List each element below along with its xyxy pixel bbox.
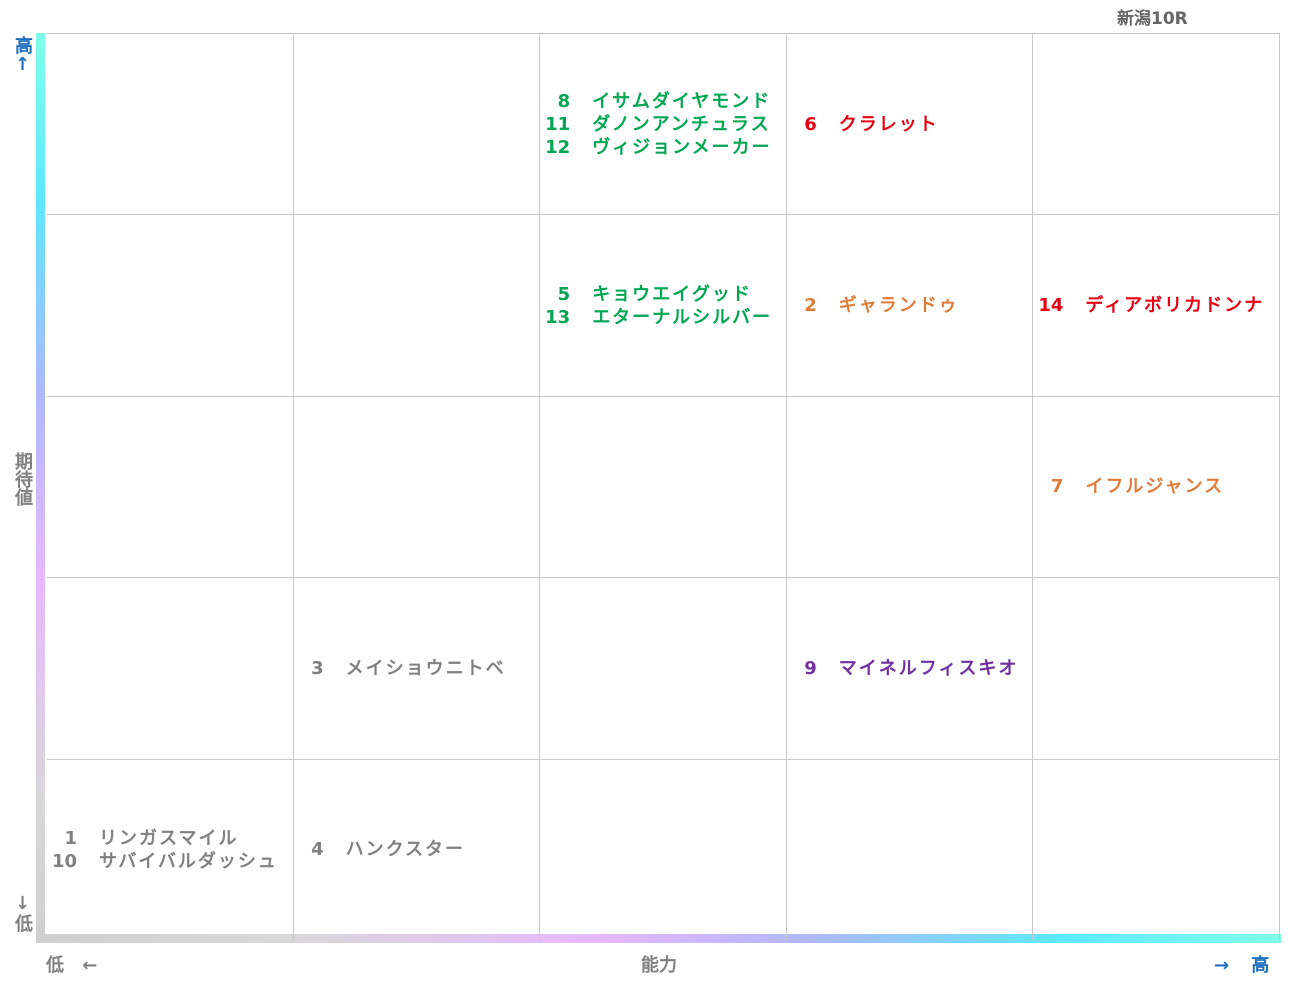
horse-name: キョウエイグッド — [592, 283, 752, 305]
horse-name: サバイバルダッシュ — [99, 850, 278, 872]
grid-cell — [293, 395, 541, 578]
grid-cell — [47, 33, 294, 215]
grid-cell: 6 クラレット — [786, 33, 1034, 215]
horse-name: ヴィジョンメーカー — [592, 136, 772, 158]
horse-entry: 13 エターナルシルバー — [540, 306, 786, 329]
horse-name: マイネルフィスキオ — [838, 657, 1019, 679]
grid-cell — [786, 395, 1034, 578]
grid-cell: 4 ハンクスター — [293, 758, 541, 940]
grid-cell: 7 イフルジャンス — [1033, 395, 1280, 578]
grid-cell — [293, 214, 541, 396]
y-axis-bar — [36, 33, 45, 943]
grid-cell: 3 メイショウニトベ — [293, 577, 541, 759]
horse-entry: 3 メイショウニトベ — [294, 657, 540, 680]
horse-number: 10 — [51, 850, 77, 872]
horse-entry: 7 イフルジャンス — [1033, 475, 1279, 498]
horse-name: リンガスマイル — [99, 827, 239, 849]
grid-cell — [47, 577, 294, 759]
grid-cell — [47, 214, 294, 396]
grid-cell — [293, 33, 541, 215]
y-axis-high: 高↑ — [12, 36, 33, 75]
y-axis-label: 期待値 — [12, 452, 33, 506]
grid-cell — [540, 758, 787, 940]
horse-number: 13 — [545, 306, 571, 328]
horse-entry: 11 ダノンアンチュラス — [540, 113, 786, 136]
grid-cell — [1033, 758, 1280, 940]
grid-cell: 14 ディアボリカドンナ — [1033, 214, 1280, 396]
x-axis-label: 能力 — [641, 955, 677, 976]
grid-cell — [1033, 33, 1280, 215]
horse-entry: 4 ハンクスター — [294, 838, 540, 861]
horse-number: 9 — [804, 657, 817, 679]
grid-cell: 1 リンガスマイル 10 サバイバルダッシュ — [47, 758, 294, 940]
x-axis-low: 低 ← — [46, 955, 98, 976]
horse-entry: 2 ギャランドゥ — [787, 294, 1033, 317]
horse-number: 1 — [64, 827, 77, 849]
horse-number: 2 — [804, 295, 817, 317]
horse-name: エターナルシルバー — [592, 306, 773, 328]
x-axis-high: → 高 — [1214, 955, 1270, 976]
horse-number: 4 — [311, 839, 324, 861]
grid-cell — [47, 395, 294, 578]
grid-cell — [786, 758, 1034, 940]
grid-cell: 2 ギャランドゥ — [786, 214, 1034, 396]
x-axis-bar — [36, 934, 1281, 943]
horse-name: メイショウニトベ — [345, 657, 506, 679]
horse-entry: 8 イサムダイヤモンド — [540, 90, 786, 113]
horse-number: 6 — [804, 113, 817, 135]
grid-cell: 9 マイネルフィスキオ — [786, 577, 1034, 759]
horse-name: イサムダイヤモンド — [592, 90, 772, 112]
horse-entry: 14 ディアボリカドンナ — [1033, 294, 1279, 317]
horse-entry: 10 サバイバルダッシュ — [47, 850, 293, 873]
grid-cell: 8 イサムダイヤモンド 11 ダノンアンチュラス 12 ヴィジョンメーカー — [540, 33, 787, 215]
horse-number: 5 — [557, 283, 571, 305]
horse-name: ハンクスター — [345, 839, 466, 861]
horse-entry: 5 キョウエイグッド — [540, 283, 786, 306]
horse-name: イフルジャンス — [1085, 476, 1225, 498]
horse-name: ディアボリカドンナ — [1085, 295, 1265, 317]
horse-number: 7 — [1050, 476, 1064, 498]
grid-cell — [540, 395, 787, 578]
horse-number: 8 — [557, 90, 571, 112]
grid-cell — [1033, 577, 1280, 759]
horse-name: ダノンアンチュラス — [592, 113, 771, 135]
horse-entry: 12 ヴィジョンメーカー — [540, 136, 786, 159]
horse-number: 12 — [545, 136, 571, 158]
horse-number: 14 — [1038, 295, 1064, 317]
y-axis-low: ↓低 — [12, 893, 33, 932]
title: 新潟10R — [1117, 9, 1188, 29]
horse-entry: 6 クラレット — [787, 113, 1033, 136]
grid-cell: 5 キョウエイグッド 13 エターナルシルバー — [540, 214, 787, 396]
horse-number: 11 — [545, 113, 571, 135]
horse-entry: 1 リンガスマイル — [47, 827, 293, 850]
horse-number: 3 — [311, 657, 324, 679]
horse-entry: 9 マイネルフィスキオ — [787, 657, 1033, 680]
grid-cell — [540, 577, 787, 759]
horse-name: ギャランドゥ — [838, 295, 959, 317]
horse-name: クラレット — [838, 113, 939, 135]
